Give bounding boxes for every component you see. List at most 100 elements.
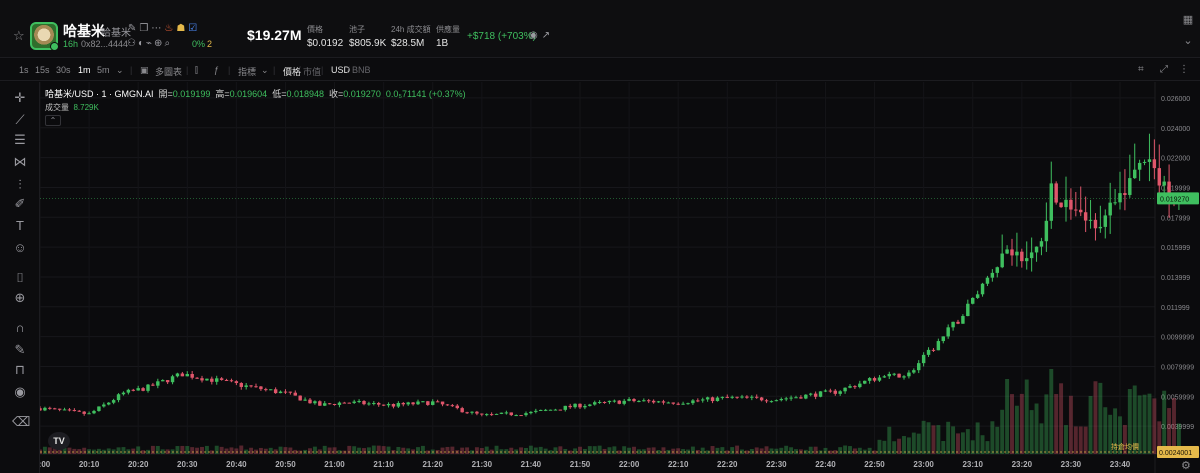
interval-30s[interactable]: 30s [56,65,71,75]
interval-1s[interactable]: 1s [19,65,29,75]
volume-bar [450,446,455,454]
crosshair-icon[interactable]: ✛ [14,90,26,105]
multi-chart-button[interactable]: 多圖表 [155,67,183,77]
volume-bar [489,449,494,454]
candle-body [853,386,857,388]
trend-line-icon[interactable]: ⟋ [15,112,25,127]
volume-bar [180,445,185,454]
ruler-icon[interactable]: ⌷ [16,270,24,285]
volume-bar [121,447,126,454]
volume-bar [681,449,686,454]
volume-bar [985,441,990,454]
avg-cost-price-label: 0.0024001 [1159,450,1192,457]
volume-bar [293,449,298,454]
candle-body [863,380,867,384]
interval-dropdown-icon[interactable]: ⌄ [116,65,124,75]
external-link-icon[interactable]: ↗ [541,30,555,41]
volume-bar [852,448,857,454]
high-label: 高= [215,89,230,99]
x-tick-label: 23:20 [1012,460,1033,469]
volume-bar [833,450,838,454]
volume-bar [1118,416,1122,454]
fib-levels-icon[interactable]: ☰ [14,132,26,147]
close-value: 0.019270 [343,89,381,99]
interval-15s[interactable]: 15s [35,65,50,75]
interval-1m[interactable]: 1m [78,65,91,75]
candle-body [323,403,327,406]
candle-body [745,396,749,398]
star-icon[interactable]: ☆ [13,28,25,43]
grid-icon[interactable]: ▦ [1182,14,1194,26]
visibility-icon[interactable]: ◉ [14,384,26,399]
fullscreen-icon[interactable]: ⤢ [1160,64,1168,75]
emoji-icon[interactable]: ☺ [13,240,27,255]
indicators-button[interactable]: 指標 [238,67,257,77]
volume-bar [794,449,798,454]
volume-bar [381,446,386,454]
volume-bar [960,432,965,454]
pattern-icon[interactable]: ⋈ [13,154,27,169]
zoom-in-icon[interactable]: ⊕ [14,290,26,305]
collapse-legend-button[interactable]: ⌃ [45,115,61,126]
holders-icon[interactable]: ⚇ [127,38,138,49]
lock-drawing-icon[interactable]: ✎ [14,342,26,357]
candle-type-icon[interactable]: ⫿ [195,65,198,75]
interval-5m[interactable]: 5m [97,65,110,75]
candle-body [121,392,126,395]
candle-body [804,394,808,399]
website-icon[interactable]: ⊕ [154,38,165,49]
search-icon[interactable]: ⌕ [164,38,173,49]
brush-icon[interactable]: ✐ [14,196,26,211]
candle-body [926,349,931,355]
volume-bar [956,433,960,454]
telegram-icon[interactable]: ⌁ [146,38,155,49]
x-tick-label: 20:00 [40,460,51,469]
volume-bar [1078,426,1083,454]
candle-body [53,408,57,410]
candle-body [985,277,990,284]
mcap-toggle[interactable]: 市值 [303,67,322,77]
copy-icon[interactable]: ❐ [139,23,152,34]
token-header: ☆ 哈基米 哈基米 ✎❐⋯♨☗☑ 16h 0x82...4444 ⚇◐⌁⊕⌕ 0… [0,0,1200,58]
trash-icon[interactable]: ⌫ [12,414,31,429]
lock-icon[interactable]: ⊓ [14,362,26,377]
chevron-down-icon[interactable]: ⌄ [1183,35,1193,47]
x-tick-label: 21:10 [373,460,394,469]
candle-body [1064,199,1068,208]
candle-body [1054,183,1058,203]
candle-body [313,401,317,404]
candle-body [720,396,725,398]
magnet-icon[interactable]: ∩ [15,320,25,335]
indicators-dropdown-icon[interactable]: ⌄ [261,65,269,75]
multi-chart-icon[interactable]: ▣ [140,65,149,75]
candle-body [426,401,430,405]
token-address[interactable]: 0x82...4444 [81,39,129,49]
x-tick-label: 20:20 [128,460,149,469]
prediction-icon[interactable]: ⫶ [18,177,22,192]
candle-body [740,396,744,398]
candle-body [799,397,803,399]
candlestick-chart[interactable]: 0.026000 0.024000 0.022000 0.019999 0.017999… [40,82,1200,473]
more-options-icon[interactable]: ⋮ [1179,64,1189,75]
camera-icon[interactable]: ⌗ [1138,64,1144,75]
volume-bar [573,448,578,454]
usd-toggle[interactable]: USD [331,65,351,75]
eye-icon[interactable]: ◉ [529,30,542,41]
volume-bar [116,447,121,454]
volume-bar [548,450,553,454]
candle-body [234,381,239,384]
candle-body [1020,251,1024,262]
y-tick-label: 0.026000 [1161,96,1190,103]
price-toggle[interactable]: 價格 [283,67,302,77]
volume-bar [1039,423,1044,454]
gear-icon[interactable]: ⚙ [1181,460,1191,472]
candle-body [151,384,155,386]
bnb-toggle[interactable]: BNB [352,65,371,75]
price-chart[interactable]: 0.026000 0.024000 0.022000 0.019999 0.017999… [40,82,1200,473]
text-tool-icon[interactable]: T [16,218,24,233]
share-icon[interactable]: ⋯ [151,23,165,34]
indicators-fx-icon[interactable]: ƒ [214,65,220,75]
edit-icon[interactable]: ✎ [128,23,140,34]
candle-body [215,378,219,382]
volume-bar [209,450,214,454]
